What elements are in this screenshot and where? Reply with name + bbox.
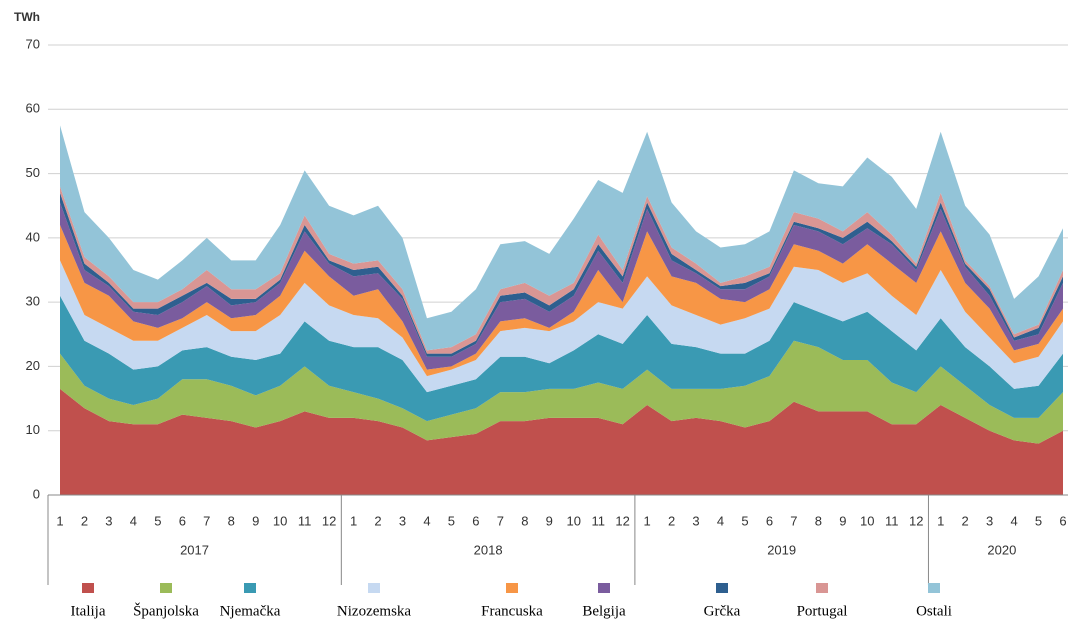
x-tick-label: 7 xyxy=(203,513,210,528)
area xyxy=(60,388,1063,495)
legend-swatch xyxy=(244,583,256,593)
legend-swatch xyxy=(82,583,94,593)
legend-label: Španjolska xyxy=(133,602,199,619)
x-tick-label: 3 xyxy=(986,513,993,528)
x-tick-label: 5 xyxy=(448,513,455,528)
x-tick-label: 10 xyxy=(566,513,580,528)
legend-label: Belgija xyxy=(582,603,626,619)
x-tick-label: 9 xyxy=(546,513,553,528)
y-tick-label: 60 xyxy=(26,101,40,116)
x-tick-label: 7 xyxy=(497,513,504,528)
x-tick-label: 1 xyxy=(644,513,651,528)
x-tick-label: 9 xyxy=(252,513,259,528)
x-tick-label: 2 xyxy=(81,513,88,528)
y-axis-label: TWh xyxy=(14,10,40,24)
x-tick-label: 5 xyxy=(1035,513,1042,528)
x-tick-label: 6 xyxy=(472,513,479,528)
x-tick-label: 2 xyxy=(962,513,969,528)
legend-swatch xyxy=(368,583,380,593)
legend-swatch xyxy=(816,583,828,593)
legend-label: Italija xyxy=(71,603,106,619)
year-label: 2019 xyxy=(767,542,796,557)
x-tick-label: 11 xyxy=(885,513,899,528)
x-tick-label: 9 xyxy=(839,513,846,528)
year-label: 2020 xyxy=(987,542,1016,557)
legend-swatch xyxy=(160,583,172,593)
x-tick-label: 1 xyxy=(937,513,944,528)
y-tick-label: 30 xyxy=(26,294,40,309)
legend-label: Francuska xyxy=(481,603,543,619)
x-tick-label: 6 xyxy=(1059,513,1066,528)
x-tick-label: 8 xyxy=(521,513,528,528)
area xyxy=(60,225,1063,377)
y-tick-label: 10 xyxy=(26,422,40,437)
x-tick-label: 4 xyxy=(1010,513,1017,528)
x-tick-label: 8 xyxy=(228,513,235,528)
legend-label: Nizozemska xyxy=(337,603,411,619)
year-label: 2017 xyxy=(180,542,209,557)
y-tick-label: 50 xyxy=(26,165,40,180)
x-tick-label: 4 xyxy=(423,513,430,528)
x-tick-label: 5 xyxy=(154,513,161,528)
legend-swatch xyxy=(928,583,940,593)
x-tick-label: 4 xyxy=(130,513,137,528)
area xyxy=(60,125,1063,351)
x-tick-label: 6 xyxy=(766,513,773,528)
legend-label: Njemačka xyxy=(220,603,281,619)
x-tick-label: 12 xyxy=(322,513,336,528)
x-tick-label: 1 xyxy=(56,513,63,528)
area xyxy=(60,340,1063,444)
x-tick-label: 3 xyxy=(692,513,699,528)
legend-label: Portugal xyxy=(797,603,848,619)
x-tick-label: 5 xyxy=(741,513,748,528)
legend-swatch xyxy=(598,583,610,593)
y-tick-label: 70 xyxy=(26,36,40,51)
legend-label: Ostali xyxy=(916,603,952,619)
x-tick-label: 11 xyxy=(591,513,605,528)
legend-swatch xyxy=(506,583,518,593)
x-tick-label: 12 xyxy=(615,513,629,528)
y-tick-label: 20 xyxy=(26,358,40,373)
x-tick-label: 11 xyxy=(298,513,312,528)
x-tick-label: 10 xyxy=(273,513,287,528)
legend-label: Grčka xyxy=(704,603,741,619)
y-tick-label: 40 xyxy=(26,229,40,244)
x-tick-label: 4 xyxy=(717,513,724,528)
x-tick-label: 8 xyxy=(815,513,822,528)
x-tick-label: 2 xyxy=(668,513,675,528)
x-tick-label: 10 xyxy=(860,513,874,528)
area xyxy=(60,192,1063,357)
x-tick-label: 3 xyxy=(105,513,112,528)
area xyxy=(60,186,1063,354)
x-tick-label: 6 xyxy=(179,513,186,528)
legend-swatch xyxy=(716,583,728,593)
x-tick-label: 2 xyxy=(374,513,381,528)
y-tick-label: 0 xyxy=(33,486,40,501)
area xyxy=(60,202,1063,370)
x-tick-label: 7 xyxy=(790,513,797,528)
year-label: 2018 xyxy=(474,542,503,557)
area xyxy=(60,295,1063,422)
x-tick-label: 12 xyxy=(909,513,923,528)
x-tick-label: 1 xyxy=(350,513,357,528)
x-tick-label: 3 xyxy=(399,513,406,528)
